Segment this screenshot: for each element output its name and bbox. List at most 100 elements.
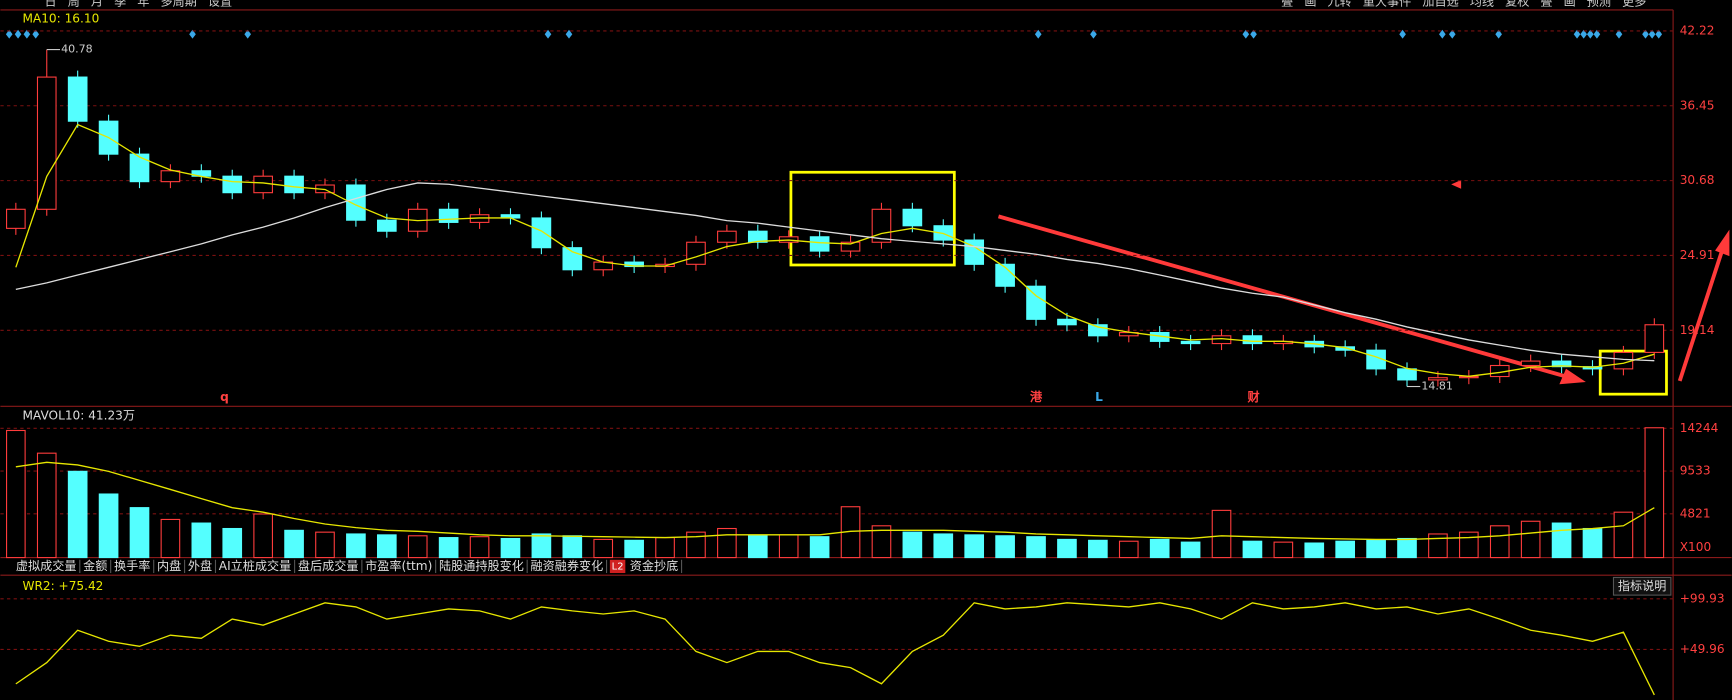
vol-legend: MAVOL10: 41.23万: [22, 409, 135, 423]
volume-bar: [1582, 527, 1603, 559]
line: [15, 461, 1655, 541]
volume-bar: [1335, 540, 1356, 559]
candle-body: [36, 76, 57, 210]
toolbar-item: 均线: [1470, 0, 1494, 9]
event-diamond: [1586, 29, 1594, 39]
candle-body: [531, 217, 552, 249]
volume-bar: [346, 533, 366, 559]
indicator-help-button[interactable]: [1612, 576, 1672, 596]
candle-body: [840, 241, 861, 252]
volume-bar: [1397, 537, 1417, 559]
toolbar-item: 画: [1304, 0, 1316, 9]
candle-body: [129, 153, 150, 183]
candle-body: [1551, 360, 1572, 368]
volume-bar: [1644, 427, 1665, 559]
volume-bar: [253, 513, 273, 559]
indicator-help-label[interactable]: 指标说明: [1618, 578, 1667, 593]
event-diamond: [1648, 29, 1656, 39]
event-marker: q: [220, 390, 229, 404]
volume-bar: [98, 493, 119, 559]
toolbar-item: 叠: [1540, 0, 1552, 9]
tab[interactable]: 陆股通持股变化: [439, 558, 524, 573]
badge: [609, 559, 626, 574]
volume-bar: [1273, 541, 1294, 559]
y-tick-label: 42.22: [1680, 23, 1715, 37]
event-diamond: [23, 29, 31, 39]
volume-bar: [933, 533, 954, 559]
tab[interactable]: 外盘: [188, 558, 212, 573]
volume-bar: [469, 536, 490, 559]
volume-bar: [1551, 522, 1572, 559]
volume-bar: [655, 537, 675, 559]
annotation: 40.78: [61, 43, 93, 56]
event-diamond: [1399, 29, 1406, 39]
candle-body: [1335, 346, 1356, 351]
y-tick-label: 24.91: [1680, 248, 1715, 262]
candle-body: [902, 208, 923, 227]
volume-bar: [129, 507, 150, 559]
event-diamond: [1090, 29, 1097, 39]
volume-bar: [1242, 540, 1263, 559]
tab[interactable]: 内盘: [157, 558, 181, 573]
event-marker: L: [1095, 390, 1103, 404]
candle-body: [284, 175, 304, 194]
volume-bar: [1459, 531, 1479, 559]
volume-bar: [407, 535, 428, 559]
volume-bar: [222, 527, 243, 559]
tab[interactable]: 市盈率(ttm): [365, 558, 432, 573]
candle-body: [376, 219, 397, 232]
y-tick-label: 14244: [1680, 421, 1719, 435]
toolbar-item: 设置: [208, 0, 232, 9]
volume-unit: X100: [1680, 540, 1711, 554]
toolbar-item: 预测: [1587, 0, 1611, 9]
y-tick-label: 9533: [1680, 464, 1711, 478]
volume-bar: [284, 529, 304, 559]
tab[interactable]: 金额: [83, 558, 107, 573]
tab[interactable]: 换手率: [114, 558, 150, 573]
volume-bar: [191, 522, 212, 559]
highlight-box: [1598, 349, 1668, 396]
candle-body: [809, 236, 830, 252]
candle-body: [6, 208, 26, 229]
volume-bar: [1211, 509, 1232, 559]
toolbar-item: 画: [1564, 0, 1576, 9]
ma-legend: MA10: 16.10: [22, 11, 99, 25]
event-diamond: [1495, 29, 1502, 39]
candle-body: [1644, 324, 1665, 353]
toolbar-item: 重大事件: [1363, 0, 1412, 9]
tab[interactable]: AI立桩成交量: [219, 558, 292, 573]
volume-bar: [809, 536, 830, 559]
event-diamond: [565, 29, 573, 39]
candle-body: [438, 208, 459, 223]
volume-bar: [1366, 539, 1386, 559]
volume-bar: [778, 534, 799, 559]
tab[interactable]: 盘后成交量: [298, 558, 359, 573]
candle-body: [160, 170, 181, 183]
volume-bar: [1026, 536, 1046, 559]
event-diamond: [1242, 29, 1250, 39]
tab[interactable]: 融资融券变化: [530, 558, 603, 573]
volume-bar: [995, 535, 1015, 559]
volume-bar: [1149, 538, 1170, 559]
volume-bar: [964, 534, 985, 559]
candle-body: [1520, 360, 1541, 367]
candle-body: [1088, 324, 1108, 337]
volume-bar: [1057, 538, 1077, 559]
event-diamond: [1573, 29, 1581, 39]
wr-legend: WR2: +75.42: [22, 579, 103, 593]
toolbar-item: 日: [45, 0, 57, 9]
toolbar-item: 年: [137, 0, 149, 9]
tab[interactable]: 虚拟成交量: [16, 558, 77, 573]
event-diamond: [1250, 29, 1257, 39]
toolbar-item: 多周期: [160, 0, 196, 9]
candle-body: [346, 184, 366, 221]
volume-bar: [686, 531, 706, 559]
marker-triangle: [1451, 179, 1462, 189]
tab[interactable]: 资金抄底: [630, 558, 679, 573]
event-diamond: [244, 29, 252, 39]
volume-bar: [717, 527, 737, 559]
volume-bar: [624, 539, 644, 559]
toolbar-item: 周: [68, 0, 80, 9]
